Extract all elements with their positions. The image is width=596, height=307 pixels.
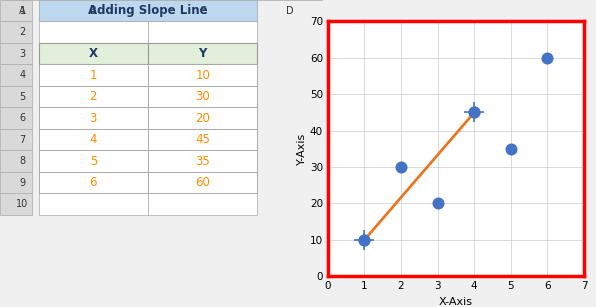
Text: 4: 4: [89, 133, 97, 146]
Bar: [0, 193, 32, 215]
Text: 2: 2: [20, 27, 26, 37]
Point: [506, 146, 516, 151]
Text: Y: Y: [198, 47, 207, 60]
Bar: [0, 86, 32, 107]
Bar: [39, 64, 148, 86]
Bar: [39, 0, 257, 21]
Bar: [39, 64, 148, 86]
Point: [396, 165, 406, 169]
Bar: [148, 43, 257, 64]
Point: [433, 201, 442, 206]
Text: C: C: [200, 6, 206, 16]
Bar: [39, 150, 148, 172]
Text: 6: 6: [89, 176, 97, 189]
Point: [470, 110, 479, 115]
Bar: [39, 193, 148, 215]
Bar: [0, 172, 32, 193]
Text: 1: 1: [89, 69, 97, 82]
Bar: [39, 172, 148, 193]
Bar: [0, 21, 32, 43]
Bar: [39, 21, 148, 43]
Bar: [39, 86, 148, 107]
Point: [359, 237, 369, 242]
Bar: [148, 107, 257, 129]
Text: 5: 5: [89, 155, 97, 168]
Text: 10: 10: [17, 199, 29, 209]
Bar: [39, 107, 148, 129]
Point: [359, 237, 369, 242]
Bar: [39, 107, 148, 129]
Bar: [39, 172, 148, 193]
Bar: [148, 172, 257, 193]
Point: [359, 237, 369, 242]
Text: 5: 5: [20, 92, 26, 102]
Text: Adding Slope Line: Adding Slope Line: [88, 4, 208, 17]
Point: [543, 56, 552, 60]
Bar: [148, 21, 257, 43]
Bar: [0, 0, 32, 21]
Text: 6: 6: [20, 113, 26, 123]
Bar: [39, 129, 148, 150]
Bar: [39, 86, 148, 107]
Bar: [0, 129, 32, 150]
Bar: [0, 43, 32, 64]
Text: 10: 10: [195, 69, 210, 82]
Text: 1: 1: [20, 6, 26, 16]
Bar: [0, 64, 32, 86]
Text: 7: 7: [20, 135, 26, 145]
Point: [470, 110, 479, 115]
Text: 8: 8: [20, 156, 26, 166]
Text: D: D: [286, 6, 293, 16]
Bar: [39, 129, 148, 150]
Text: 3: 3: [20, 49, 26, 59]
Bar: [148, 172, 257, 193]
Bar: [148, 0, 257, 21]
Bar: [148, 64, 257, 86]
Bar: [39, 43, 148, 64]
Bar: [148, 86, 257, 107]
Text: 2: 2: [89, 90, 97, 103]
Bar: [148, 107, 257, 129]
Text: B: B: [90, 6, 97, 16]
X-axis label: X-Axis: X-Axis: [439, 297, 473, 307]
Text: 60: 60: [195, 176, 210, 189]
Point: [470, 110, 479, 115]
Text: 20: 20: [195, 112, 210, 125]
Text: 30: 30: [195, 90, 210, 103]
Bar: [148, 150, 257, 172]
Text: 9: 9: [20, 178, 26, 188]
Y-axis label: Y-Axis: Y-Axis: [297, 133, 307, 165]
Text: 3: 3: [89, 112, 97, 125]
Bar: [39, 0, 148, 21]
Text: X: X: [89, 47, 98, 60]
Text: 45: 45: [195, 133, 210, 146]
Bar: [148, 150, 257, 172]
Bar: [0, 150, 32, 172]
Bar: [148, 193, 257, 215]
Bar: [39, 43, 148, 64]
Text: A: A: [19, 6, 26, 16]
Bar: [148, 86, 257, 107]
Bar: [148, 129, 257, 150]
Bar: [0, 107, 32, 129]
Bar: [148, 43, 257, 64]
Bar: [39, 150, 148, 172]
Bar: [148, 129, 257, 150]
Text: 35: 35: [195, 155, 210, 168]
Text: 4: 4: [20, 70, 26, 80]
Bar: [148, 64, 257, 86]
